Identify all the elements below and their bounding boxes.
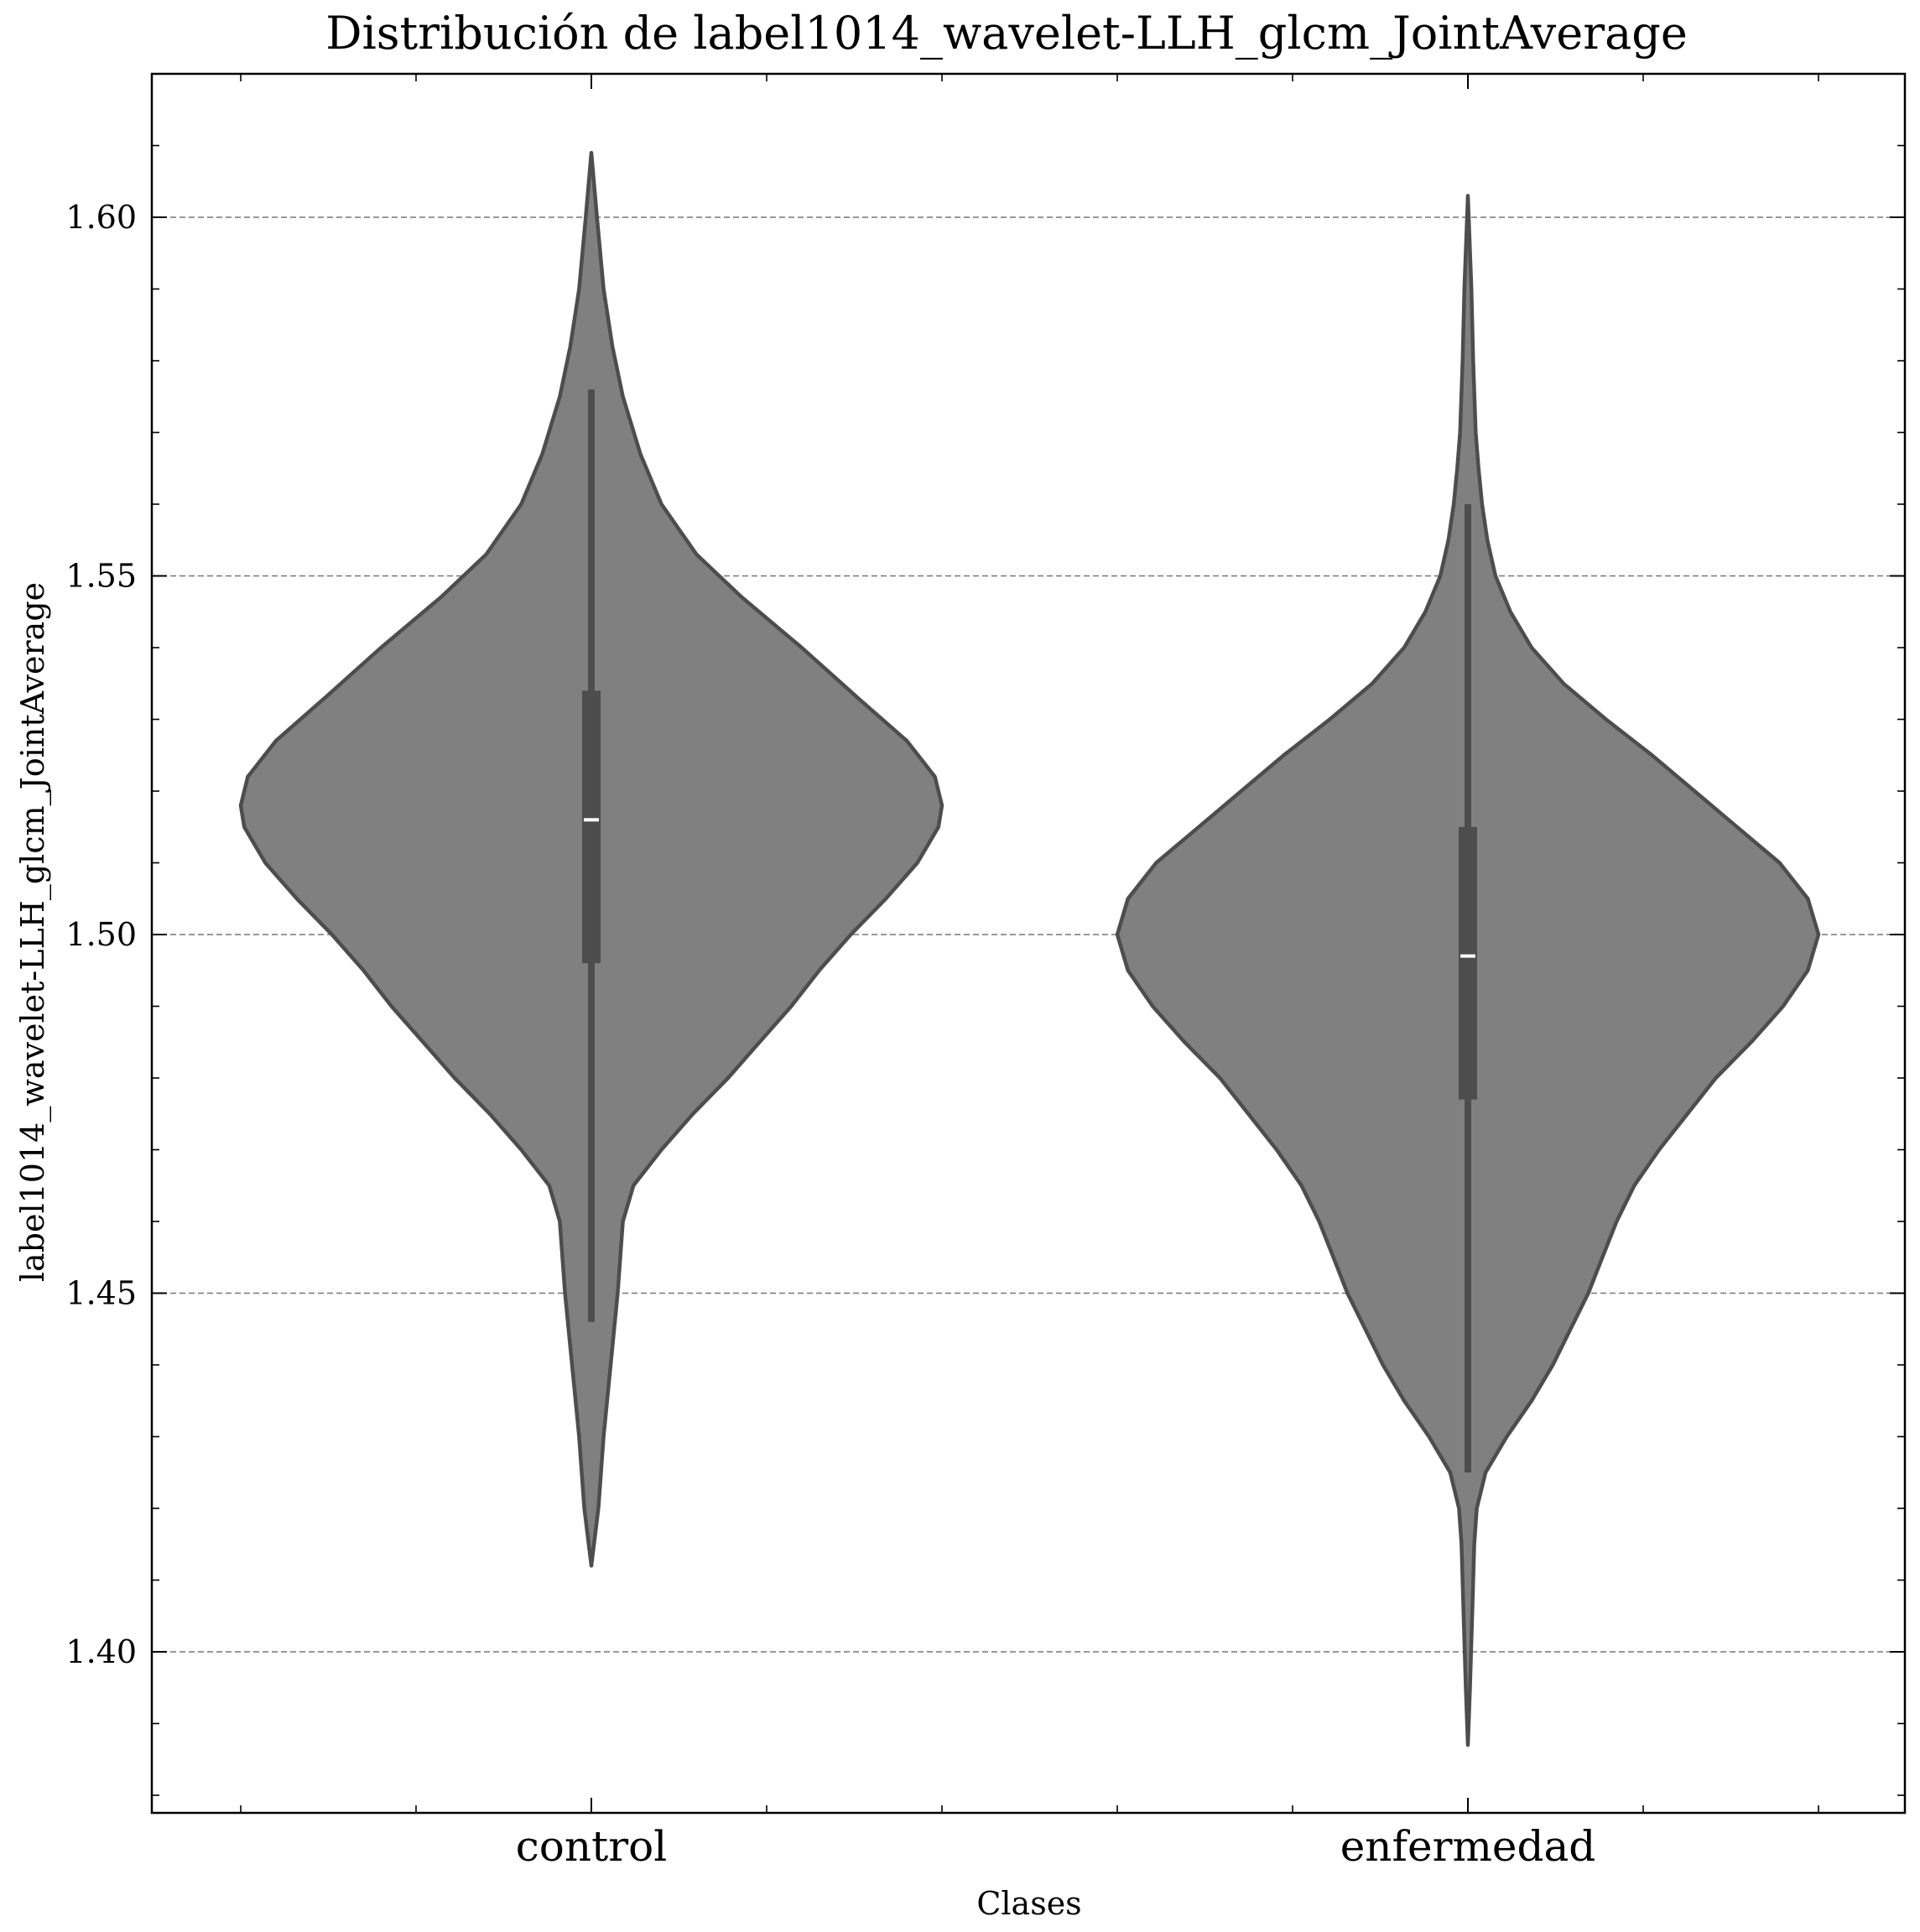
y-tick-label: 1.55 bbox=[65, 558, 137, 595]
y-tick-label: 1.50 bbox=[65, 916, 137, 953]
x-tick-label-control: control bbox=[516, 1822, 667, 1871]
violin-iqr-box-control bbox=[582, 690, 601, 964]
y-axis-label: label1014_wavelet-LLH_glcm_JointAverage bbox=[14, 582, 52, 1282]
y-tick-label: 1.40 bbox=[65, 1633, 137, 1670]
violins bbox=[238, 150, 1821, 1747]
violin-iqr-box-enfermedad bbox=[1459, 826, 1477, 1100]
gridlines bbox=[152, 216, 1905, 1653]
chart-title: Distribución de label1014_wavelet-LLH_gl… bbox=[325, 7, 1688, 60]
x-axis-label: Clases bbox=[976, 1885, 1081, 1922]
plot-frame bbox=[150, 72, 1907, 1815]
y-tick-label: 1.45 bbox=[65, 1275, 137, 1312]
axes: 1.40 1.45 1.50 1.55 1.60 control enfermedad bbox=[65, 72, 1907, 1871]
y-tick-label: 1.60 bbox=[65, 199, 137, 236]
x-tick-label-enfermedad: enfermedad bbox=[1340, 1822, 1596, 1871]
